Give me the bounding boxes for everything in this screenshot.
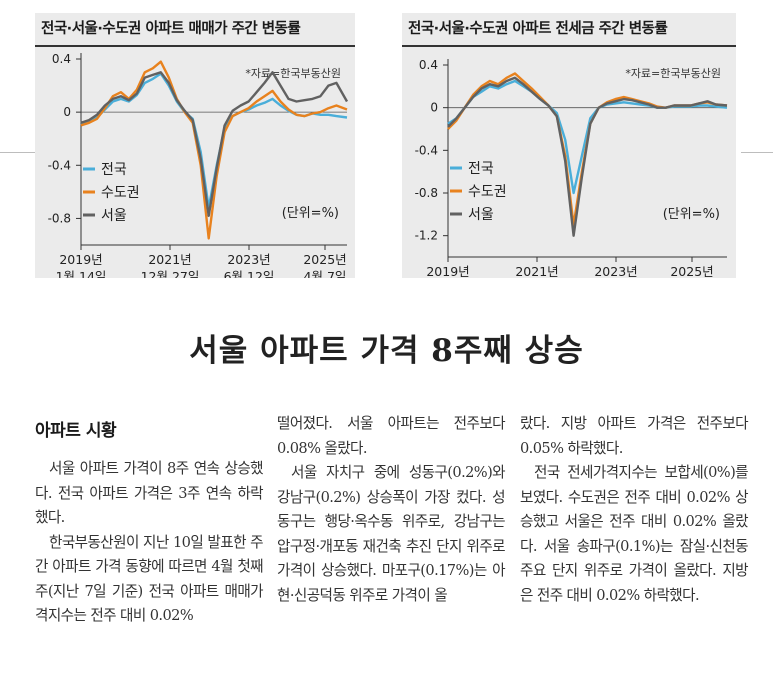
series-line-3 (80, 71, 349, 218)
chart-unit: (단위=%) (663, 207, 720, 222)
article-paragraph: 서울 아파트 가격이 8주 연속 상승했다. 전국 아파트 가격은 3주 연속 … (35, 460, 264, 526)
jeonse-price-chart-panel: 전국·서울·수도권 아파트 전세금 주간 변동률 0.4 0 -0.4 -0.8 -1.… (402, 13, 736, 278)
series-line-3 (447, 76, 728, 237)
legend-label: 전국 (101, 162, 127, 178)
x-tick-year: 2025년 (303, 252, 346, 267)
x-tick-year: 2023년 (594, 264, 637, 278)
article-column-1: 아파트 시황 서울 아파트 가격이 8주 연속 상승했다. 전국 아파트 가격은… (35, 412, 264, 629)
x-tick-date: 4월 7일 (304, 269, 347, 278)
legend-label: 서울 (101, 208, 127, 224)
x-tick-year: 2019년 (59, 252, 102, 267)
legend-label: 수도권 (101, 185, 140, 201)
y-tick-label: 0.4 (52, 52, 71, 66)
article-paragraph: 랐다. 지방 아파트 가격은 전주보다 0.05% 하락했다. (520, 415, 749, 457)
article-column-3: 랐다. 지방 아파트 가격은 전주보다 0.05% 하락했다. 전국 전세가격지… (520, 412, 749, 608)
y-tick-label: -0.8 (48, 211, 71, 225)
article-column-2: 떨어졌다. 서울 아파트는 전주보다 0.08% 올랐다. 서울 자치구 중에 … (277, 412, 506, 608)
y-tick-label: -0.4 (48, 158, 71, 172)
sales-price-line-chart: 0.4 0 -0.4 -0.8 2019년 1월 14일 2021년 12월 27일 2023년… (48, 52, 349, 278)
chart-unit: (단위=%) (282, 206, 339, 221)
chart-title: 전국·서울·수도권 아파트 전세금 주간 변동률 (408, 21, 668, 37)
chart-title-rule (35, 45, 355, 47)
legend-label: 수도권 (468, 184, 507, 200)
section-title: 아파트 시황 (35, 421, 117, 441)
article-headline: 서울 아파트 가격 8주째 상승 (189, 333, 584, 369)
article-paragraph: 떨어졌다. 서울 아파트는 전주보다 0.08% 올랐다. (277, 415, 506, 457)
y-tick-label: -1.2 (415, 229, 438, 243)
page-rule-right (741, 152, 773, 153)
x-tick-year: 2019년 (426, 264, 469, 278)
x-tick-year: 2021년 (148, 252, 191, 267)
sales-price-chart-panel: 전국·서울·수도권 아파트 매매가 주간 변동률 0.4 0 -0.4 -0.8 201… (35, 13, 355, 278)
y-tick-label: 0 (63, 105, 71, 119)
x-tick-year: 2025년 (670, 264, 713, 278)
legend-label: 전국 (468, 161, 494, 177)
x-tick-date: 12월 27일 (141, 269, 200, 278)
chart-title-rule (402, 45, 736, 47)
y-tick-label: -0.4 (415, 143, 438, 157)
y-tick-label: -0.8 (415, 186, 438, 200)
article-paragraph: 전국 전세가격지수는 보합세(0%)를 보였다. 수도권은 전주 대비 0.02… (520, 464, 749, 604)
article-paragraph: 한국부동산원이 지난 10일 발표한 주간 아파트 가격 동향에 따르면 4월 … (35, 533, 264, 625)
x-tick-year: 2021년 (515, 264, 558, 278)
x-tick-date: 6월 12일 (224, 269, 275, 278)
y-tick-label: 0 (430, 101, 438, 115)
legend-label: 서울 (468, 207, 494, 223)
chart-source: *자료=한국부동산원 (625, 67, 721, 80)
x-tick-year: 2023년 (227, 252, 270, 267)
x-tick-date: 1월 14일 (56, 269, 107, 278)
chart-source: *자료=한국부동산원 (245, 67, 341, 80)
page-rule-left (0, 152, 35, 153)
chart-title: 전국·서울·수도권 아파트 매매가 주간 변동률 (41, 21, 301, 37)
series-line-2 (447, 72, 728, 227)
series-line-2 (80, 60, 348, 240)
y-tick-label: 0.4 (419, 58, 438, 72)
article-paragraph: 서울 자치구 중에 성동구(0.2%)와 강남구(0.2%) 상승폭이 가장 컸… (277, 464, 506, 604)
